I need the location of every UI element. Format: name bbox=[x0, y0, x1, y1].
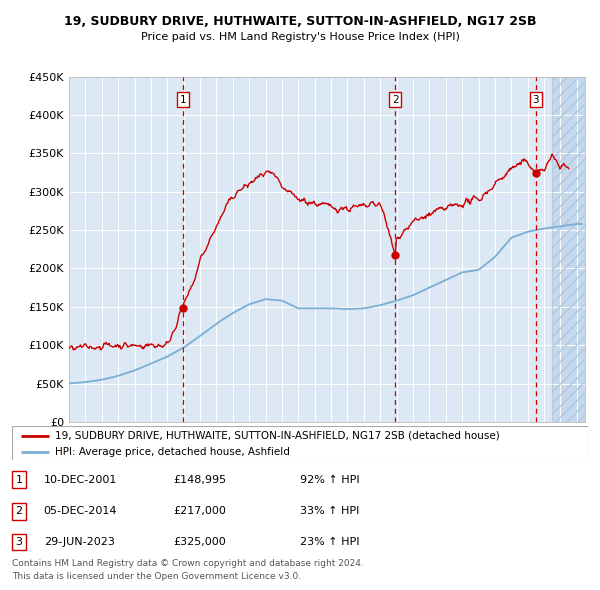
Text: 3: 3 bbox=[16, 537, 22, 547]
Text: 2: 2 bbox=[16, 506, 22, 516]
Text: 92% ↑ HPI: 92% ↑ HPI bbox=[300, 475, 359, 485]
Text: 29-JUN-2023: 29-JUN-2023 bbox=[44, 537, 115, 547]
Text: HPI: Average price, detached house, Ashfield: HPI: Average price, detached house, Ashf… bbox=[55, 447, 290, 457]
Text: £325,000: £325,000 bbox=[173, 537, 226, 547]
Text: This data is licensed under the Open Government Licence v3.0.: This data is licensed under the Open Gov… bbox=[12, 572, 301, 581]
Text: 19, SUDBURY DRIVE, HUTHWAITE, SUTTON-IN-ASHFIELD, NG17 2SB (detached house): 19, SUDBURY DRIVE, HUTHWAITE, SUTTON-IN-… bbox=[55, 431, 500, 441]
Text: £148,995: £148,995 bbox=[173, 475, 226, 485]
Text: £217,000: £217,000 bbox=[173, 506, 226, 516]
Text: Price paid vs. HM Land Registry's House Price Index (HPI): Price paid vs. HM Land Registry's House … bbox=[140, 32, 460, 42]
Text: 10-DEC-2001: 10-DEC-2001 bbox=[44, 475, 117, 485]
Text: 1: 1 bbox=[179, 95, 186, 104]
Text: 23% ↑ HPI: 23% ↑ HPI bbox=[300, 537, 359, 547]
Text: 33% ↑ HPI: 33% ↑ HPI bbox=[300, 506, 359, 516]
Text: 2: 2 bbox=[392, 95, 398, 104]
Text: 19, SUDBURY DRIVE, HUTHWAITE, SUTTON-IN-ASHFIELD, NG17 2SB: 19, SUDBURY DRIVE, HUTHWAITE, SUTTON-IN-… bbox=[64, 15, 536, 28]
Text: 05-DEC-2014: 05-DEC-2014 bbox=[44, 506, 117, 516]
Text: 1: 1 bbox=[16, 475, 22, 485]
Text: Contains HM Land Registry data © Crown copyright and database right 2024.: Contains HM Land Registry data © Crown c… bbox=[12, 559, 364, 568]
Bar bbox=[552, 77, 585, 422]
Text: 3: 3 bbox=[532, 95, 539, 104]
Bar bbox=[552, 77, 585, 422]
